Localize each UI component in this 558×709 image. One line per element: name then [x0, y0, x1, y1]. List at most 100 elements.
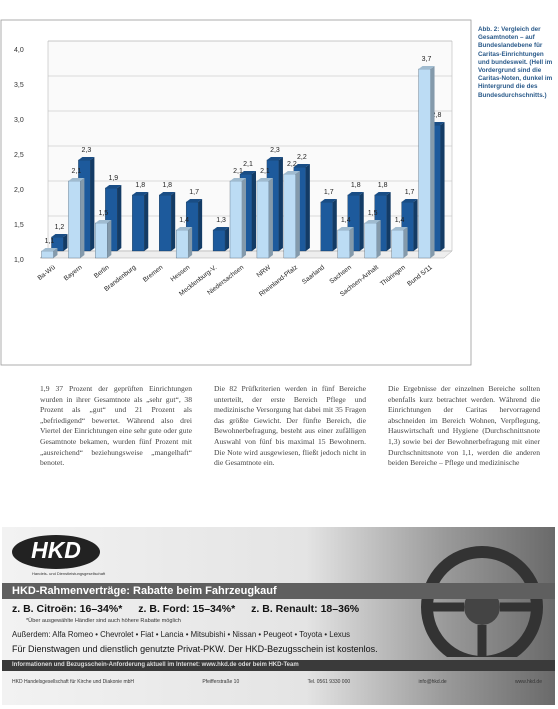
x-tick-label: NRW [256, 264, 273, 280]
advertisement: HKD Handels- und Dienstleistungsgesellsc… [2, 527, 555, 705]
bar [132, 194, 145, 252]
bar-top [186, 199, 203, 202]
bar-top [364, 220, 381, 223]
value-label: 3,7 [422, 56, 432, 63]
x-tick-label: Sachsen [328, 264, 353, 286]
article: 1,9 37 Prozent der geprüften Einrichtung… [40, 384, 540, 469]
value-label: 1,4 [395, 217, 405, 224]
ad-info: Informationen und Bezugsschein-Anforderu… [2, 660, 555, 671]
bar [41, 250, 54, 259]
value-label: 1,4 [341, 217, 351, 224]
value-label: 1,7 [189, 189, 199, 196]
bar-side [440, 122, 445, 251]
bar-top [347, 192, 364, 195]
value-label: 2,2 [297, 154, 307, 161]
bar [391, 229, 404, 259]
bar-side [403, 227, 408, 258]
y-tick-label: 3,5 [14, 82, 24, 89]
bar-top [418, 66, 435, 69]
value-label: 2,1 [260, 168, 270, 175]
bar-group: 1,4 [391, 217, 408, 259]
x-tick-label: Berlin [93, 264, 111, 280]
article-column: Die Ergebnisse der einzelnen Bereiche so… [388, 384, 540, 468]
x-tick-label: Thüringen [379, 264, 407, 288]
bar-top [78, 157, 95, 160]
y-tick-label: 2,5 [14, 152, 24, 159]
value-label: 1,4 [179, 217, 189, 224]
value-label: 1,5 [368, 210, 378, 217]
x-tick-label: Ba-Wü [37, 264, 57, 282]
value-label: 1,5 [98, 210, 108, 217]
bar-side [252, 171, 256, 251]
value-label: 1,8 [135, 182, 145, 189]
article-column: Die 82 Prüfkriterien werden in fünf Bere… [214, 384, 366, 468]
y-tick-label: 2,0 [14, 187, 24, 194]
bar-group: 1,8 [132, 182, 149, 252]
bar-top [337, 227, 354, 230]
value-label: 1,7 [405, 189, 415, 196]
x-tick-label: Hessen [169, 264, 191, 283]
chart-frame [0, 19, 472, 366]
bar-side [242, 178, 246, 258]
y-tick-label: 1,0 [14, 257, 24, 264]
chart: 1,0 1,5 2,0 2,5 3,0 3,5 4,0 1,21,1 Ba-Wü 2,3 2,1 Ba… [0, 19, 472, 366]
ad-contact: www.hkd.de [515, 679, 542, 685]
value-label: 1,8 [162, 182, 172, 189]
value-label: 2,3 [82, 147, 92, 154]
y-tick-label: 1,5 [14, 222, 24, 229]
bar-side [53, 248, 58, 258]
bar-side [349, 227, 354, 258]
value-label: 1,8 [378, 182, 388, 189]
bar-top [320, 199, 337, 202]
bar-group: 2,1 [229, 168, 246, 259]
value-label: 1,7 [324, 189, 334, 196]
bar-side [90, 157, 95, 251]
bar-top [41, 248, 58, 251]
bar-top [95, 220, 112, 223]
bar-side [117, 185, 122, 251]
ad-logo: HKD [12, 535, 100, 569]
x-tick-label: Saarland [301, 264, 326, 286]
bar-top [159, 192, 176, 195]
bar-group: 1,8 [159, 182, 176, 252]
bar [95, 222, 108, 259]
bar-top [105, 185, 122, 188]
bar-group: 1,7 [320, 189, 337, 252]
value-label: 1,8 [351, 182, 361, 189]
value-label: 1,1 [45, 238, 55, 245]
bar-side [430, 66, 435, 258]
x-tick-label: Bund 5/11 [406, 264, 434, 288]
ad-contact: Tel. 0561 9330 000 [307, 679, 351, 685]
bar-side [80, 178, 85, 258]
article-column: 1,9 37 Prozent der geprüften Einrichtung… [40, 384, 192, 468]
y-tick-label: 3,0 [14, 117, 24, 124]
bar [418, 68, 431, 259]
bar-side [144, 192, 149, 251]
bar-side [332, 199, 337, 251]
bar-group: 1,5 [95, 210, 112, 259]
bar [364, 222, 377, 259]
ad-offers: z. B. Citroën: 16–34%* z. B. Ford: 15–34… [12, 603, 359, 615]
bar [256, 180, 270, 259]
bar-group: 1,4 [337, 217, 354, 259]
value-label: 2,8 [432, 112, 442, 119]
bar-top [132, 192, 149, 195]
bar-side [359, 192, 364, 251]
bar-top [401, 199, 418, 202]
ad-offer: z. B. Renault: 18–36% [251, 603, 360, 615]
bar-top [391, 227, 408, 230]
bar-group: 1,4 [175, 217, 193, 259]
bar-side [268, 178, 273, 258]
ad-usage: Für Dienstwagen und dienstlich genutzte … [12, 644, 378, 654]
bar-top [230, 178, 246, 181]
bar-top [68, 178, 85, 181]
bar-side [295, 171, 300, 258]
bar-side [305, 164, 310, 251]
bar-side [376, 220, 381, 258]
x-tick-label: Bremen [142, 264, 165, 284]
bar-side [198, 199, 203, 251]
y-tick-label: 4,0 [14, 47, 24, 54]
bar [337, 229, 350, 259]
value-label: 2,3 [270, 147, 280, 154]
ad-contact: HKD Handelsgesellschaft für Kirche und D… [12, 679, 135, 685]
